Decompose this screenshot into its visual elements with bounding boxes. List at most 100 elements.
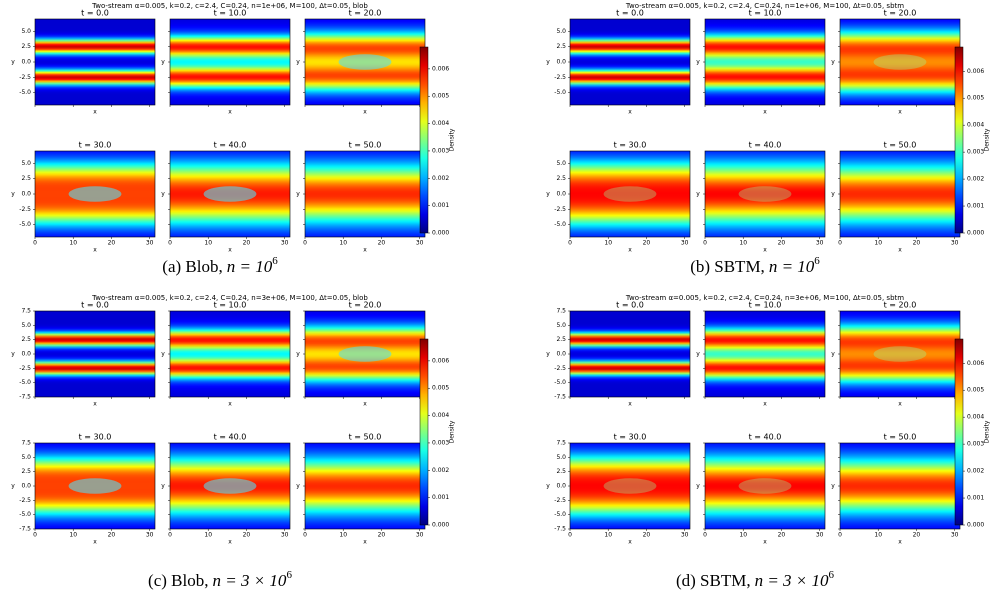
vortex bbox=[873, 54, 927, 70]
colorbar-tick-label: 0.001 bbox=[432, 494, 449, 501]
subplot-title: t = 0.0 bbox=[616, 301, 644, 310]
colorbar-tick-label: 0.006 bbox=[967, 360, 984, 367]
y-tick-label: 5.0 bbox=[21, 160, 31, 167]
heatmap bbox=[305, 443, 425, 529]
y-tick-label: 2.5 bbox=[556, 336, 566, 343]
subplot-title: t = 0.0 bbox=[81, 301, 109, 310]
caption: (c) Blob, n = 3 × 106 bbox=[148, 569, 292, 590]
heatmap bbox=[840, 443, 960, 529]
subplot-title: t = 40.0 bbox=[749, 433, 782, 442]
x-tick-label: 30 bbox=[951, 240, 959, 247]
caption: (b) SBTM, n = 106 bbox=[690, 255, 820, 276]
y-axis-label: y bbox=[831, 59, 835, 66]
subplot-title: t = 40.0 bbox=[214, 433, 247, 442]
colorbar-tick-label: 0.004 bbox=[432, 120, 449, 127]
y-tick-label: 5.0 bbox=[556, 454, 566, 461]
colorbar-tick-label: 0.003 bbox=[432, 147, 449, 154]
y-tick-label: -5.0 bbox=[19, 221, 31, 228]
y-tick-label: 5.0 bbox=[556, 322, 566, 329]
x-tick-label: 10 bbox=[339, 532, 347, 539]
caption-label: (c) Blob, bbox=[148, 571, 208, 590]
colorbar-label: Density bbox=[984, 128, 991, 151]
x-axis-label: x bbox=[363, 401, 367, 408]
y-tick-label: -2.5 bbox=[19, 74, 31, 81]
colorbar-tick-label: 0.001 bbox=[432, 202, 449, 209]
heatmap bbox=[840, 151, 960, 237]
colorbar bbox=[419, 46, 429, 234]
x-tick-label: 0 bbox=[838, 532, 842, 539]
y-tick-label: 0.0 bbox=[21, 351, 31, 358]
y-axis-label: y bbox=[11, 351, 15, 358]
colorbar-tick-label: 0.003 bbox=[432, 439, 449, 446]
x-tick-label: 10 bbox=[204, 532, 212, 539]
y-axis-label: y bbox=[831, 351, 835, 358]
heatmap bbox=[35, 311, 155, 397]
y-axis-label: y bbox=[11, 191, 15, 198]
x-axis-label: x bbox=[228, 401, 232, 408]
heatmap bbox=[305, 151, 425, 237]
y-axis-label: y bbox=[296, 59, 300, 66]
caption-math: n = 3 × 10 bbox=[755, 571, 829, 590]
heatmap bbox=[170, 311, 290, 397]
y-axis-label: y bbox=[161, 59, 165, 66]
colorbar-tick-label: 0.005 bbox=[432, 93, 449, 100]
x-tick-label: 0 bbox=[568, 240, 572, 247]
y-tick-label: 5.0 bbox=[21, 322, 31, 329]
y-tick-label: -2.5 bbox=[554, 74, 566, 81]
y-axis-label: y bbox=[831, 191, 835, 198]
x-tick-label: 30 bbox=[146, 240, 154, 247]
y-tick-label: -2.5 bbox=[19, 365, 31, 372]
caption-label: (b) SBTM, bbox=[690, 257, 765, 276]
colorbar-tick-label: 0.001 bbox=[967, 495, 984, 502]
y-axis-label: y bbox=[546, 483, 550, 490]
caption-exponent: 6 bbox=[286, 569, 292, 581]
subplot-title: t = 30.0 bbox=[79, 433, 112, 442]
y-tick-label: -7.5 bbox=[19, 394, 31, 401]
vortex bbox=[738, 478, 792, 494]
y-axis-label: y bbox=[696, 351, 700, 358]
y-tick-label: 2.5 bbox=[21, 468, 31, 475]
subplot-title: t = 30.0 bbox=[614, 141, 647, 150]
x-tick-label: 0 bbox=[303, 532, 307, 539]
heatmap bbox=[840, 311, 960, 397]
colorbar-tick-label: 0.002 bbox=[432, 467, 449, 474]
x-axis-label: x bbox=[898, 247, 902, 254]
caption: (d) SBTM, n = 3 × 106 bbox=[676, 569, 835, 590]
x-tick-label: 30 bbox=[416, 240, 424, 247]
x-axis-label: x bbox=[763, 247, 767, 254]
x-tick-label: 0 bbox=[838, 240, 842, 247]
vortex bbox=[603, 186, 657, 202]
y-axis-label: y bbox=[696, 59, 700, 66]
y-tick-label: -2.5 bbox=[19, 497, 31, 504]
x-tick-label: 0 bbox=[33, 532, 37, 539]
heatmap bbox=[705, 19, 825, 105]
heatmap bbox=[170, 19, 290, 105]
subplot-title: t = 10.0 bbox=[214, 301, 247, 310]
subplot-title: t = 20.0 bbox=[884, 9, 917, 18]
heatmap bbox=[35, 19, 155, 105]
subplot-title: t = 10.0 bbox=[749, 301, 782, 310]
y-axis-label: y bbox=[546, 351, 550, 358]
x-axis-label: x bbox=[898, 109, 902, 116]
y-tick-label: 0.0 bbox=[556, 59, 566, 66]
vortex bbox=[68, 186, 122, 202]
x-axis-label: x bbox=[763, 109, 767, 116]
colorbar-tick-label: 0.001 bbox=[967, 203, 984, 210]
y-axis-label: y bbox=[696, 483, 700, 490]
x-tick-label: 10 bbox=[604, 240, 612, 247]
x-tick-label: 20 bbox=[378, 532, 386, 539]
subfigure: Two-stream α=0.005, k=0.2, c=2.4, C=0.24… bbox=[546, 2, 990, 254]
y-tick-label: -5.0 bbox=[554, 89, 566, 96]
y-tick-label: 2.5 bbox=[556, 468, 566, 475]
x-axis-label: x bbox=[628, 401, 632, 408]
y-axis-label: y bbox=[161, 483, 165, 490]
subplot-title: t = 50.0 bbox=[884, 433, 917, 442]
x-tick-label: 20 bbox=[108, 532, 116, 539]
x-tick-label: 30 bbox=[416, 532, 424, 539]
heatmap bbox=[570, 311, 690, 397]
colorbar-tick-label: 0.004 bbox=[967, 414, 984, 421]
vortex bbox=[203, 186, 257, 202]
subplot-title: t = 50.0 bbox=[884, 141, 917, 150]
subplot-title: t = 20.0 bbox=[349, 9, 382, 18]
